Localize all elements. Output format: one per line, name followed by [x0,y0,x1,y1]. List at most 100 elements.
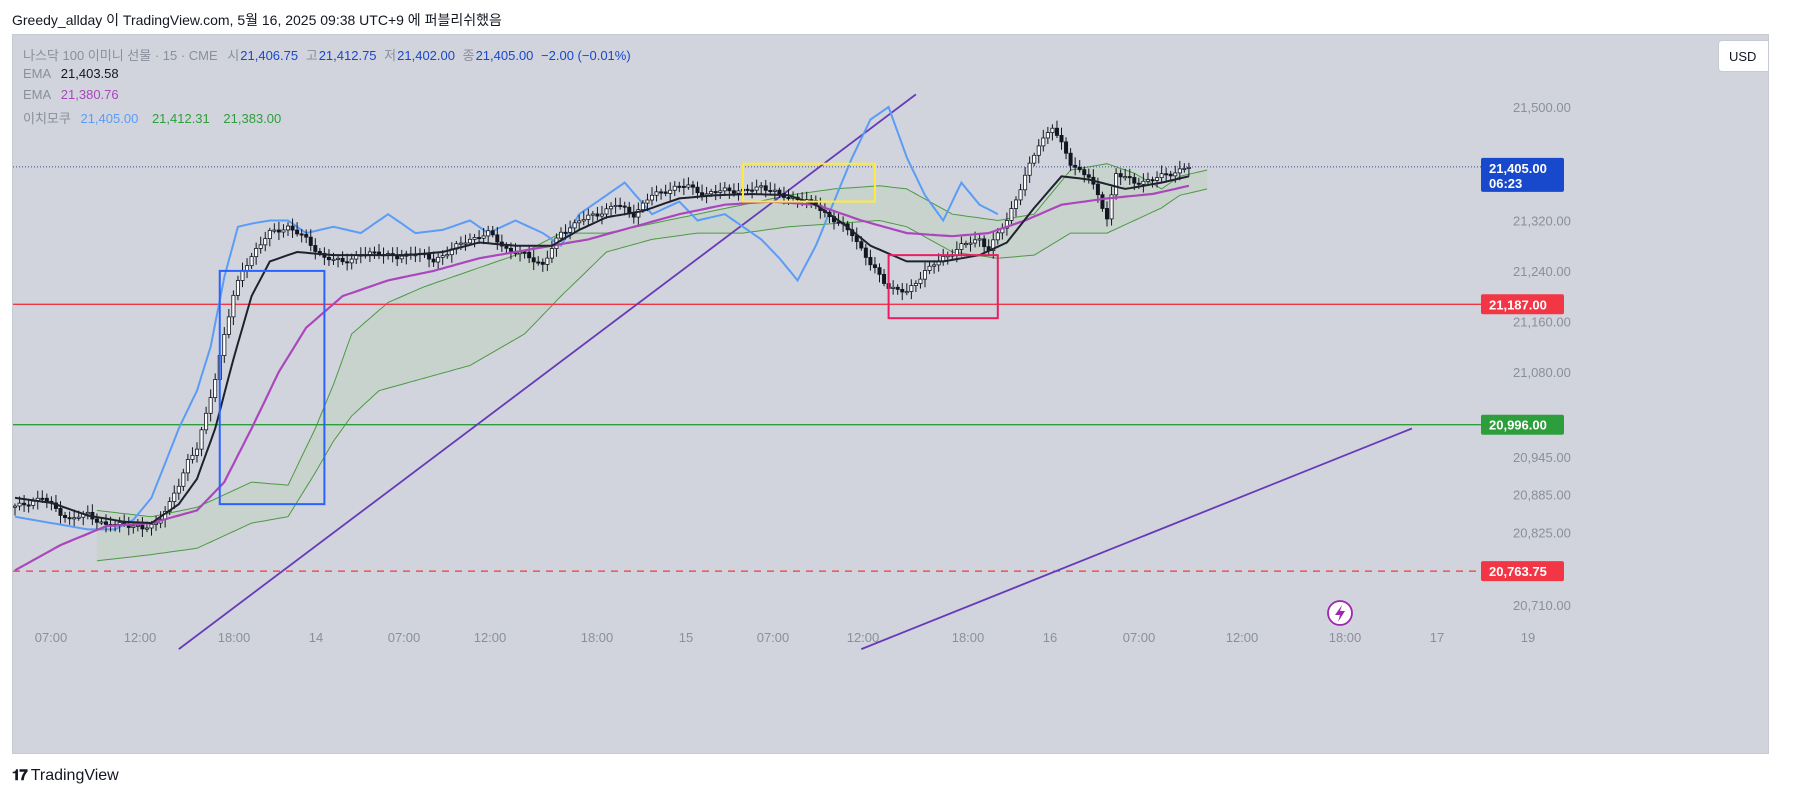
candle-body [349,258,354,264]
candle-body [754,186,759,191]
candle-body [677,185,682,188]
candle-body [1004,220,1009,229]
currency-button[interactable]: USD [1718,40,1768,72]
time-tick-label: 07:00 [757,630,790,645]
candle-body [104,521,109,525]
candle-body [226,316,231,335]
ema-slow-label: EMA [23,87,52,102]
price-tag-1 [1481,294,1564,315]
candle-body [1150,179,1155,182]
candle-body [1123,176,1128,179]
chart-pane[interactable]: 21,500.00 21,320.00 21,240.00 21,160.00 21,0… [12,34,1769,754]
candle-body [909,285,914,292]
time-tick-label: 12:00 [474,630,507,645]
candle-body [467,238,472,244]
candle-body [131,525,136,528]
tradingview-logo-text: TradingView [30,767,119,784]
time-tick-label: 07:00 [35,630,68,645]
candle-body [549,248,554,259]
candle-body [604,208,609,215]
time-tick-label: 18:00 [581,630,614,645]
price-tick-label: 20,885.00 [1513,488,1571,503]
candle-body [94,518,99,523]
price-tick-label: 20,945.00 [1513,450,1571,465]
candle-body [308,236,313,246]
time-tick-label: 18:00 [1329,630,1362,645]
ichimoku-value-1: 21,405.00 [80,111,139,126]
ema-slow-value: 21,380.76 [60,87,119,102]
candle-body [923,270,928,280]
candle-body [154,522,159,525]
candle-body [659,191,664,194]
candle-body [240,270,245,281]
ichimoku-span-a [96,163,1208,518]
ema-fast-line [14,175,1190,525]
price-tag-label-2: 20,996.00 [1489,418,1547,433]
candle-body [777,189,782,194]
candle-body [1159,173,1164,179]
candle-body [76,516,81,519]
candle-body [99,521,104,524]
candle-body [599,213,604,217]
tradingview-logo[interactable]: 𝟏𝟕 TradingView [12,767,119,785]
candle-body [1118,173,1123,178]
candle-body [472,237,477,240]
time-tick-label: 19 [1521,630,1535,645]
candle-body [267,229,272,240]
candle-body [627,206,632,214]
candle-body [427,253,432,260]
ema-fast-value: 21,403.58 [60,66,119,81]
ema-slow-legend[interactable]: EMA 21,380.76 [23,87,123,102]
candle-body [690,184,695,188]
candle-body [58,508,63,516]
candle-body [1145,179,1150,182]
candle-body [963,243,968,246]
publish-header: Greedy_allday 이 TradingView.com, 5월 16, … [12,12,502,28]
candle-body [208,397,213,414]
candle-body [144,527,149,530]
candle-body [872,264,877,269]
candle-body [695,186,700,194]
candle-body [22,502,27,506]
time-tick-label: 15 [679,630,693,645]
candle-body [258,244,263,249]
ichimoku-value-2: 21,412.31 [151,111,210,126]
ema-fast-legend[interactable]: EMA 21,403.58 [23,66,123,81]
candle-body [222,334,227,357]
ichimoku-legend[interactable]: 이치모쿠 21,405.00 21,412.31 21,383.00 [23,108,285,127]
candle-body [1054,127,1059,136]
candle-body [522,251,527,254]
candle-body [245,265,250,271]
candle-body [1132,177,1137,184]
candle-body [445,254,450,257]
price-tag-label-0: 21,405.00 [1489,161,1547,176]
price-tag-label-3: 20,763.75 [1489,564,1547,579]
candle-body [235,280,240,296]
candle-body [654,191,659,196]
candle-body [1027,162,1032,176]
price-tick-label: 21,080.00 [1513,365,1571,380]
chart-canvas[interactable]: 21,500.00 21,320.00 21,240.00 21,160.00 21,0… [13,35,1769,754]
candle-body [67,517,72,520]
candle-body [1186,166,1191,169]
open-label: 시 [227,48,240,63]
candle-body [768,189,773,192]
candle-body [1018,189,1023,201]
candle-body [204,412,209,431]
candle-body [249,256,254,267]
candle-body [622,205,627,208]
candle-body [991,239,996,251]
candle-body [504,245,509,249]
candle-body [1014,199,1019,209]
candle-body [900,288,905,293]
candle-body [713,191,718,194]
time-tick-label: 12:00 [124,630,157,645]
time-tick-label: 18:00 [952,630,985,645]
candle-body [681,185,686,188]
candle-body [85,511,90,515]
trendline-1 [860,427,1413,650]
candle-body [340,257,345,263]
candle-body [345,261,350,264]
candle-body [718,190,723,193]
candle-body [1050,127,1055,133]
